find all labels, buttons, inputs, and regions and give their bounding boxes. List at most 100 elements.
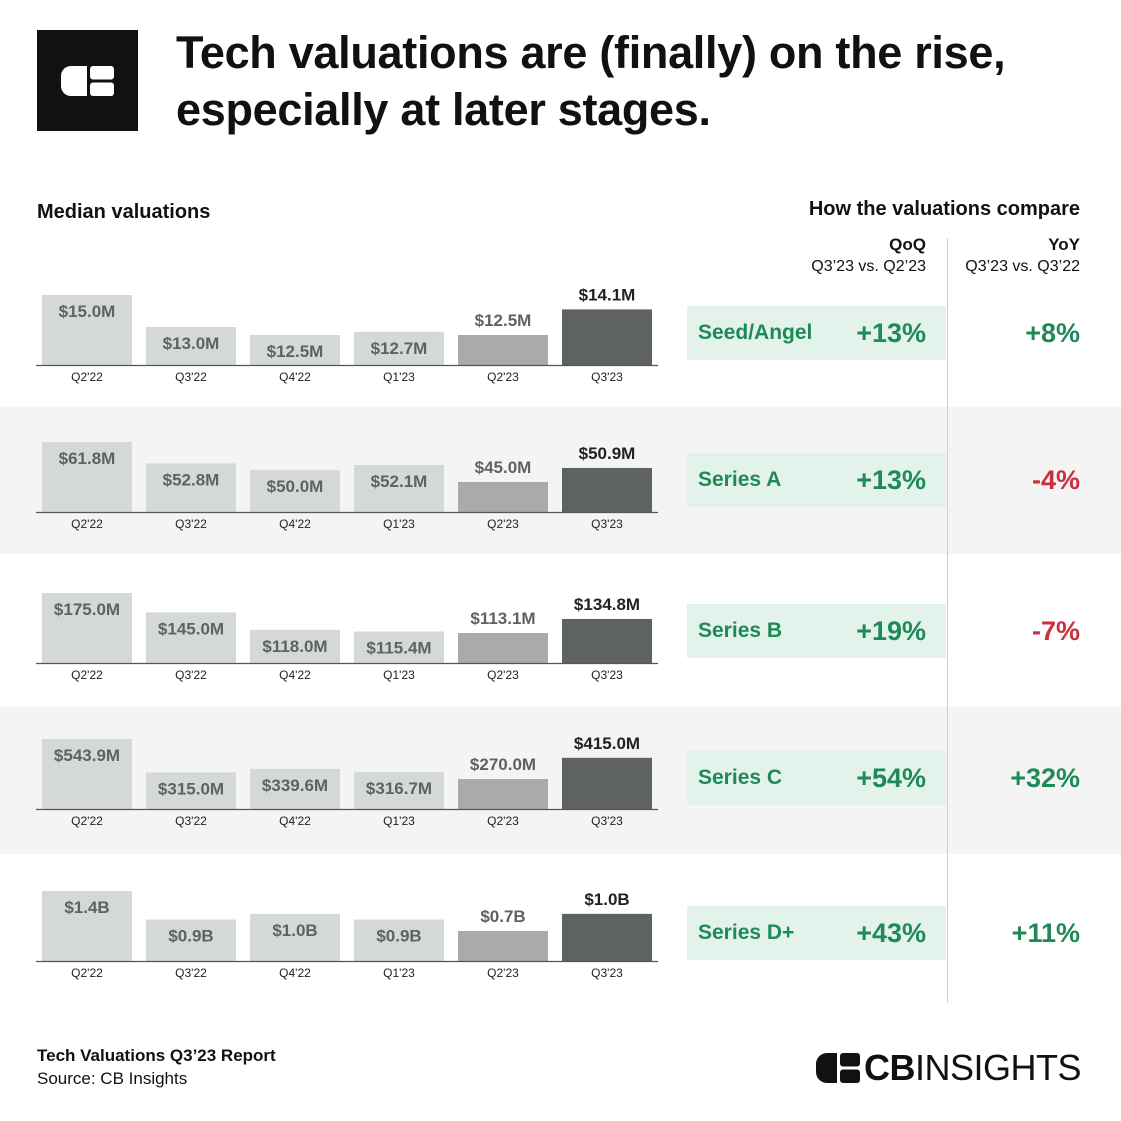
chart-4: $1.4B Q2'22 $0.9B Q3'22 $1.0B Q4'22 $0.9B Q1'23… bbox=[36, 890, 658, 980]
qoq-value: +13% bbox=[856, 465, 926, 495]
bar-value-label: $415.0M bbox=[574, 734, 640, 753]
bar-value-label: $315.0M bbox=[158, 779, 224, 798]
yoy-subheader: Q3’23 vs. Q3’22 bbox=[965, 258, 1080, 275]
yoy-value: -4% bbox=[1031, 465, 1080, 495]
tick-label: Q3'23 bbox=[591, 814, 623, 828]
source-note: Source: CB Insights bbox=[37, 1069, 188, 1088]
bar-value-label: $339.6M bbox=[262, 776, 328, 795]
bar bbox=[42, 442, 132, 512]
bar bbox=[562, 618, 652, 663]
compare-highlight bbox=[687, 751, 946, 805]
cb-logo bbox=[37, 30, 138, 131]
bar-value-label: $15.0M bbox=[59, 302, 116, 321]
brand-wordmark: CBINSIGHTS bbox=[864, 1047, 1082, 1088]
qoq-value: +19% bbox=[856, 616, 926, 646]
chart-3: $543.9M Q2'22 $315.0M Q3'22 $339.6M Q4'22 $316… bbox=[36, 734, 658, 828]
bar-value-label: $52.8M bbox=[163, 470, 220, 489]
bar-value-label: $1.4B bbox=[64, 898, 109, 917]
tick-label: Q2'22 bbox=[71, 814, 103, 828]
tick-label: Q4'22 bbox=[279, 668, 311, 682]
bar-value-label: $145.0M bbox=[158, 619, 224, 638]
bar bbox=[458, 482, 548, 512]
bar bbox=[458, 779, 548, 809]
bar-value-label: $50.9M bbox=[579, 444, 636, 463]
tick-label: Q3'22 bbox=[175, 668, 207, 682]
bar bbox=[562, 757, 652, 809]
tick-label: Q3'22 bbox=[175, 814, 207, 828]
compare-highlight bbox=[687, 306, 946, 360]
report-title: Tech Valuations Q3’23 Report bbox=[37, 1046, 276, 1065]
tick-label: Q2'22 bbox=[71, 668, 103, 682]
qoq-value: +13% bbox=[856, 318, 926, 348]
yoy-value: +32% bbox=[1010, 763, 1080, 793]
qoq-header: QoQ bbox=[889, 235, 926, 254]
tick-label: Q1'23 bbox=[383, 370, 415, 384]
compare-label: How the valuations compare bbox=[808, 198, 1080, 220]
page-title: Tech valuations are (finally) on the ris… bbox=[176, 24, 1096, 138]
cb-brand-icon bbox=[816, 1053, 860, 1083]
tick-label: Q4'22 bbox=[279, 966, 311, 980]
bar bbox=[42, 891, 132, 961]
tick-label: Q1'23 bbox=[383, 966, 415, 980]
bar bbox=[250, 335, 340, 365]
bar-value-label: $118.0M bbox=[262, 637, 327, 656]
bar bbox=[146, 463, 236, 512]
yoy-value: +8% bbox=[1025, 318, 1080, 348]
tick-label: Q4'22 bbox=[279, 517, 311, 531]
tick-label: Q2'22 bbox=[71, 966, 103, 980]
compare-highlight bbox=[687, 604, 946, 658]
chart-1: $61.8M Q2'22 $52.8M Q3'22 $50.0M Q4'22 $52.1M Q… bbox=[36, 442, 658, 531]
tick-label: Q4'22 bbox=[279, 814, 311, 828]
bar-value-label: $115.4M bbox=[366, 639, 431, 658]
tick-label: Q3'22 bbox=[175, 370, 207, 384]
tick-label: Q4'22 bbox=[279, 370, 311, 384]
bar bbox=[354, 631, 444, 663]
yoy-value: -7% bbox=[1031, 616, 1080, 646]
bar-value-label: $0.9B bbox=[376, 927, 421, 946]
tick-label: Q3'22 bbox=[175, 517, 207, 531]
bar bbox=[354, 331, 444, 365]
yoy-header: YoY bbox=[1048, 235, 1080, 254]
tick-label: Q2'23 bbox=[487, 370, 519, 384]
brand-bold: CB bbox=[864, 1047, 916, 1088]
bar bbox=[250, 913, 340, 961]
stage-label: Seed/Angel bbox=[698, 321, 813, 344]
stage-label: Series D+ bbox=[698, 921, 795, 944]
bar bbox=[146, 919, 236, 961]
median-valuations-label: Median valuations bbox=[37, 201, 211, 223]
tick-label: Q3'22 bbox=[175, 966, 207, 980]
yoy-column-header: YoY Q3’23 vs. Q3’22 bbox=[940, 234, 1080, 278]
bar-value-label: $45.0M bbox=[475, 458, 532, 477]
bar bbox=[42, 295, 132, 365]
bar-value-label: $14.1M bbox=[579, 285, 636, 304]
qoq-value: +43% bbox=[856, 918, 926, 948]
bar bbox=[146, 327, 236, 365]
bar-value-label: $12.5M bbox=[267, 342, 324, 361]
bar-value-label: $12.5M bbox=[475, 311, 532, 330]
yoy-value: +11% bbox=[1011, 918, 1080, 948]
bar-value-label: $1.0B bbox=[272, 921, 317, 940]
bar bbox=[458, 931, 548, 961]
bar-value-label: $1.0B bbox=[584, 890, 629, 909]
tick-label: Q3'23 bbox=[591, 966, 623, 980]
brand-light: INSIGHTS bbox=[915, 1047, 1082, 1088]
tick-label: Q2'23 bbox=[487, 517, 519, 531]
bar-value-label: $13.0M bbox=[163, 334, 220, 353]
tick-label: Q3'23 bbox=[591, 370, 623, 384]
stage-label: Series A bbox=[698, 468, 782, 491]
bar bbox=[42, 739, 132, 809]
qoq-value: +54% bbox=[856, 763, 926, 793]
compare-highlight bbox=[687, 906, 946, 960]
chart-0: $15.0M Q2'22 $13.0M Q3'22 $12.5M Q4'22 $12.7M Q… bbox=[36, 285, 658, 384]
bar bbox=[250, 768, 340, 809]
tick-label: Q2'23 bbox=[487, 668, 519, 682]
bar bbox=[562, 309, 652, 365]
cb-insights-brand: CBINSIGHTS bbox=[816, 1047, 1082, 1088]
bar bbox=[146, 772, 236, 809]
bar bbox=[562, 467, 652, 512]
tick-label: Q2'22 bbox=[71, 370, 103, 384]
bar-value-label: $316.7M bbox=[366, 779, 432, 798]
tick-label: Q2'22 bbox=[71, 517, 103, 531]
bar bbox=[42, 593, 132, 663]
bar-value-label: $134.8M bbox=[574, 595, 640, 614]
